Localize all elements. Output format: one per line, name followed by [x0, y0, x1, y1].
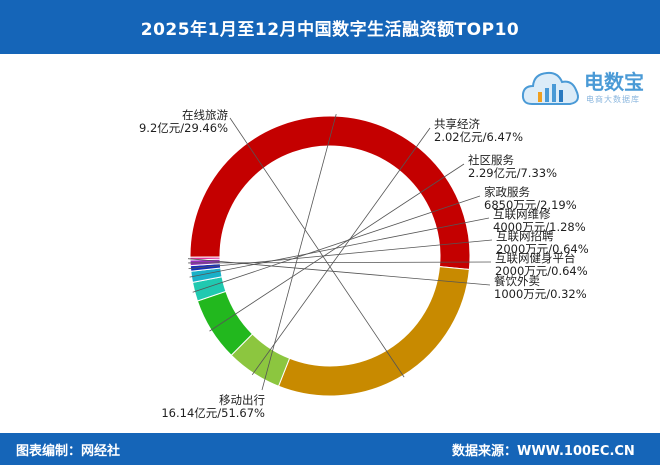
slice-name-label: 餐饮外卖 [494, 274, 540, 288]
slice-name-label: 互联网招聘 [496, 229, 554, 243]
slice-name-label: 互联网维修 [493, 207, 551, 221]
donut-slice-2 [277, 266, 470, 397]
chart-title: 2025年1月至12月中国数字生活融资额TOP10 [140, 19, 520, 40]
footer-source: 数据来源：WWW.100EC.CN [452, 444, 635, 459]
leader-line-5 [192, 195, 481, 293]
slice-value-label: 2.02亿元/6.47% [434, 130, 523, 144]
slice-value-label: 2000万元/0.64% [495, 264, 588, 278]
cloud-icon [521, 71, 579, 105]
logo-name: 电数宝 [584, 70, 644, 94]
slice-name-label: 共享经济 [434, 117, 480, 131]
slice-name-label: 家政服务 [484, 185, 530, 199]
leader-line-4 [209, 163, 465, 332]
slice-name-label: 社区服务 [468, 153, 514, 167]
leader-line-7 [188, 239, 493, 270]
footer-compiler: 图表编制：网经社 [16, 444, 121, 459]
chart-footer: 图表编制：网经社 数据来源：WWW.100EC.CN [0, 433, 660, 465]
slice-value-label: 1000万元/0.32% [494, 287, 587, 301]
leader-line-9 [187, 258, 491, 286]
leader-line-6 [189, 217, 490, 278]
leader-line-3 [251, 127, 431, 376]
slice-value-label: 9.2亿元/29.46% [139, 121, 228, 135]
brand-logo: 电数宝 电商大数据库 [520, 62, 652, 114]
slice-name-label: 在线旅游 [182, 108, 228, 122]
logo-subtitle: 电商大数据库 [586, 95, 640, 104]
chart-header: 2025年1月至12月中国数字生活融资额TOP10 [0, 0, 660, 54]
slice-value-label: 2.29亿元/7.33% [468, 166, 557, 180]
slice-name-label: 互联网健身平台 [495, 251, 576, 265]
leader-line-2 [229, 117, 405, 378]
slice-value-label: 4000万元/1.28% [493, 220, 586, 234]
slice-name-label: 移动出行 [219, 393, 265, 407]
slice-value-label: 2000万元/0.64% [496, 242, 589, 256]
slice-value-label: 6850万元/2.19% [484, 198, 577, 212]
slice-value-label: 16.14亿元/51.67% [161, 406, 265, 420]
donut-slice-1 [189, 115, 471, 270]
